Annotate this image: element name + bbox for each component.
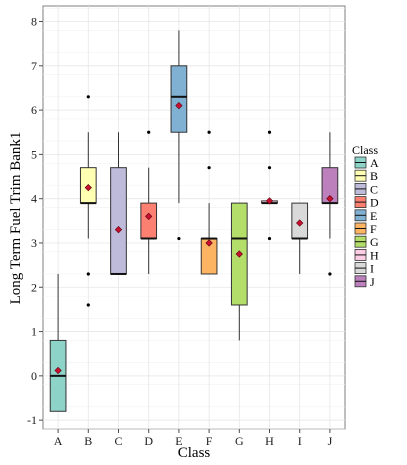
legend-label: C [370, 182, 378, 196]
outlier-point [177, 236, 181, 241]
y-tick-label: -1 [27, 413, 37, 427]
outlier-point [207, 130, 211, 134]
legend-title: Class [352, 143, 378, 157]
x-tick-label: D [144, 434, 153, 448]
legend-label: J [370, 275, 375, 289]
x-tick-label: F [206, 434, 213, 448]
x-tick-label: G [235, 434, 244, 448]
x-tick-label: A [54, 434, 63, 448]
legend-item-H: H [354, 248, 379, 262]
outlier-point [267, 166, 272, 170]
box-H [261, 130, 278, 241]
x-axis-title: Class [178, 445, 211, 461]
mean-point [296, 219, 304, 227]
box-J [321, 132, 339, 276]
outlier-point [86, 303, 90, 307]
legend-item-C: C [354, 182, 378, 196]
legend-label: A [370, 156, 379, 170]
legend-item-A: A [354, 156, 379, 170]
legend-item-I: I [354, 262, 374, 276]
x-tick-label: J [328, 434, 333, 448]
box-body [140, 202, 158, 240]
box-D [140, 130, 158, 274]
x-tick-label: C [114, 434, 122, 448]
legend-item-F: F [354, 222, 377, 236]
x-tick-label: E [175, 434, 182, 448]
y-tick-label: 8 [31, 15, 37, 29]
outlier-point [86, 95, 90, 99]
mean-point [145, 212, 153, 221]
outlier-point [207, 166, 211, 170]
legend-label: I [370, 262, 374, 276]
y-axis-ticks: -1 0 1 2 3 4 5 6 7 8 [27, 15, 43, 427]
y-tick-label: 7 [31, 59, 37, 73]
y-axis-title: Long Term Fuel Trim Bank1 [8, 132, 24, 305]
mean-point [265, 197, 274, 205]
box-E [170, 30, 188, 241]
box-G [230, 202, 248, 341]
legend-label: H [370, 248, 379, 262]
box-F [200, 130, 218, 275]
legend-item-G: G [354, 235, 379, 249]
x-tick-label: B [84, 434, 92, 448]
legend-item-D: D [354, 196, 379, 210]
mean-point [235, 250, 243, 258]
mean-point [326, 195, 334, 203]
x-axis-ticks: A B C D E F G H I J [54, 429, 333, 448]
legend-label: E [370, 209, 377, 223]
outlier-point [328, 272, 332, 276]
y-tick-label: 2 [31, 280, 37, 294]
y-tick-label: 6 [31, 103, 37, 117]
outlier-point [147, 130, 151, 134]
box-body [110, 167, 127, 275]
box-C [110, 132, 127, 275]
x-tick-label: H [265, 434, 274, 448]
y-tick-label: 1 [31, 325, 37, 339]
y-tick-label: 3 [31, 236, 37, 250]
y-tick-label: 4 [31, 192, 37, 206]
x-tick-label: I [298, 434, 302, 448]
legend-item-E: E [354, 209, 377, 223]
mean-point [84, 183, 92, 192]
outlier-point [86, 272, 90, 276]
outlier-point [267, 236, 272, 241]
y-tick-label: 5 [31, 147, 37, 161]
box-body [170, 65, 188, 133]
box-A [49, 273, 67, 412]
box-B [79, 95, 97, 307]
box-I [291, 202, 309, 274]
legend-label: G [370, 235, 379, 249]
mean-point [54, 366, 62, 375]
outlier-point [267, 130, 272, 134]
mean-point [114, 226, 123, 234]
mean-point [205, 239, 213, 247]
legend-label: F [370, 222, 377, 236]
legend-item-J: J [354, 275, 375, 289]
legend-item-B: B [354, 169, 378, 183]
legend-label: D [370, 196, 379, 210]
y-tick-label: 0 [31, 369, 37, 383]
mean-point [175, 102, 183, 110]
boxes [49, 30, 339, 412]
legend-label: B [370, 169, 378, 183]
